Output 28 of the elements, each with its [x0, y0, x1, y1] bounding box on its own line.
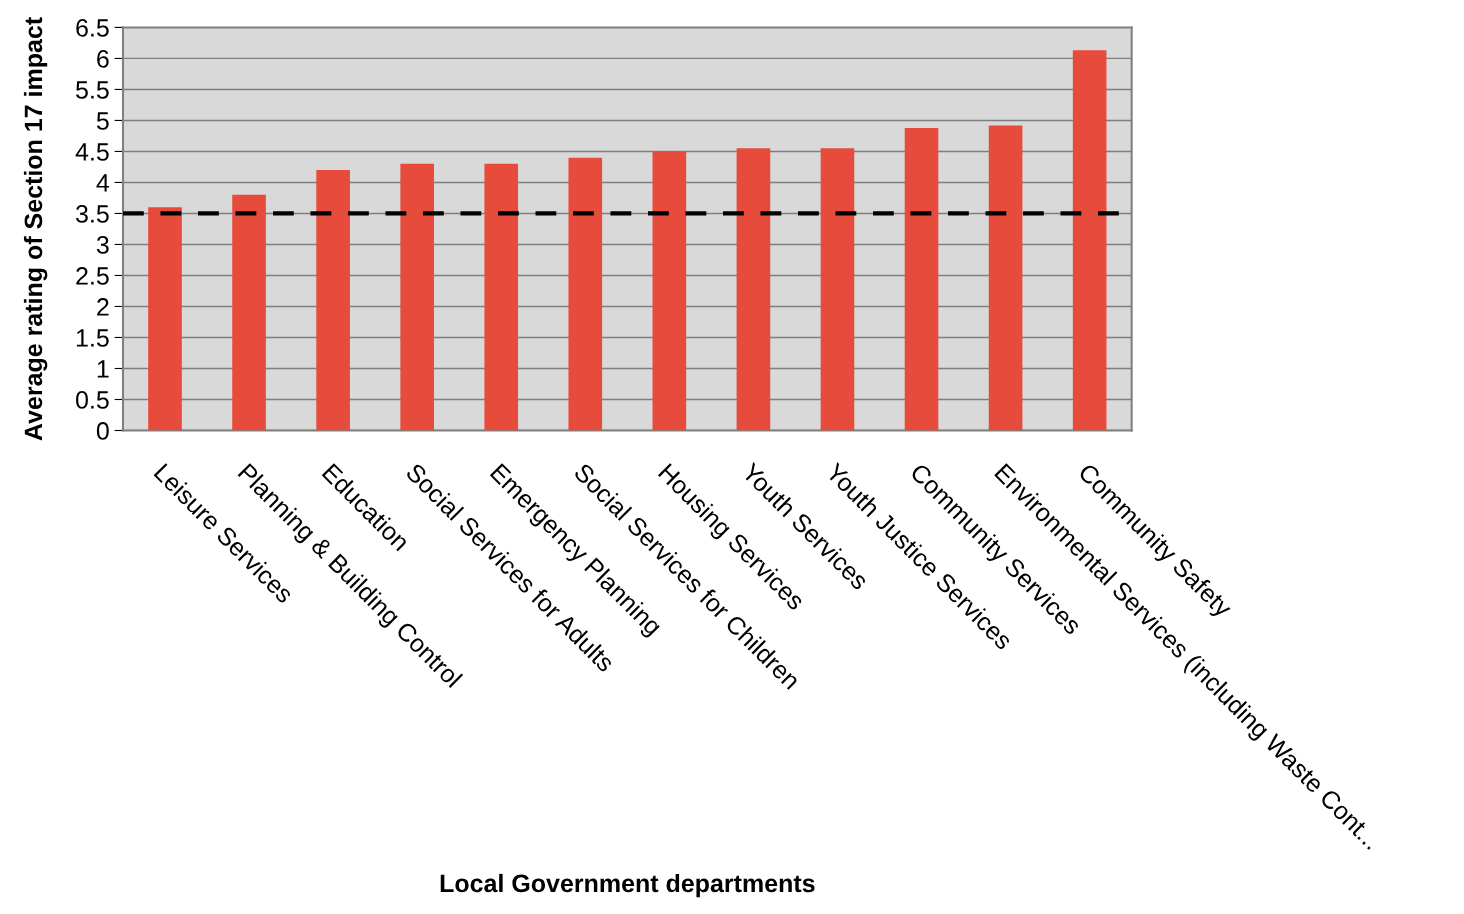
y-tick-label: 2.5	[76, 267, 109, 285]
y-tick-label: 4.5	[75, 143, 109, 161]
bar	[484, 163, 519, 431]
bar	[1072, 50, 1107, 431]
y-axis-title: Average rating of Section 17 impact	[23, 17, 48, 441]
y-tick-label: 3	[96, 236, 109, 254]
y-tick-label: 1	[97, 360, 109, 378]
x-axis-title: Local Government departments	[440, 873, 815, 898]
bar	[232, 194, 266, 431]
y-tick-label: 2	[97, 298, 109, 316]
y-tick-label: 0	[96, 422, 109, 440]
y-tick-label: 4	[96, 174, 110, 192]
y-tick-label: 5.5	[76, 81, 109, 99]
y-tick-label: 6.5	[76, 19, 109, 37]
bar	[988, 125, 1023, 431]
bar	[316, 170, 350, 431]
bar	[148, 207, 182, 431]
bar	[736, 148, 771, 431]
y-tick-label: 3.5	[75, 205, 109, 223]
y-tick-label: 6	[97, 50, 109, 68]
bar	[820, 148, 855, 431]
y-tick-label: 0.5	[76, 391, 109, 409]
bar	[400, 163, 434, 431]
bar	[904, 127, 939, 431]
bar	[568, 157, 603, 431]
bar	[652, 151, 687, 431]
y-tick-label: 5	[96, 112, 109, 130]
y-tick-label: 1.5	[76, 329, 109, 347]
